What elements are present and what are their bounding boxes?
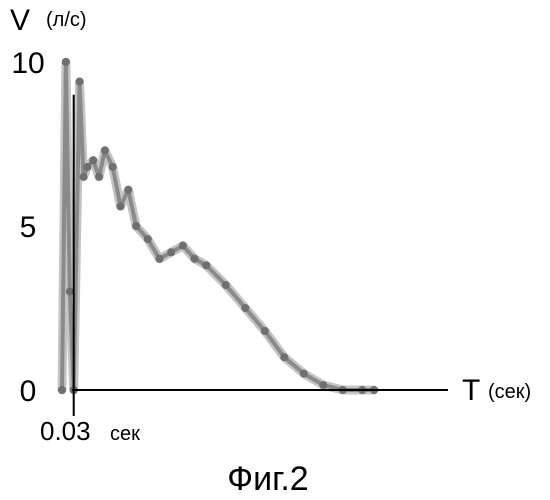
series-point [241,304,249,312]
series-point [76,78,84,86]
marker-unit-label: сек [110,423,140,445]
series-point [83,163,91,171]
y-axis-unit: (л/с) [46,9,87,31]
series-point [222,281,230,289]
series-point [95,173,103,181]
series-point [280,353,288,361]
series-point [179,242,187,250]
series-point [132,222,140,230]
series-point [89,156,97,164]
series-point [66,288,74,296]
figure-caption: Фиг.2 [227,460,308,498]
flow-curve-group [58,58,378,394]
series-point [144,235,152,243]
series-line [62,62,374,390]
series-point [117,202,125,210]
series-point [202,261,210,269]
series-point [124,186,132,194]
series-point [156,255,164,263]
series-point [58,386,66,394]
series-point [101,147,109,155]
series-point [319,381,327,389]
series-point [62,58,70,66]
x-axis-unit: (сек) [488,381,531,403]
series-line-halo [62,62,374,390]
x-axis-symbol: T [462,374,480,407]
series-point [261,327,269,335]
marker-value-label: 0.03 [40,416,91,446]
series-point [167,248,175,256]
series-point [300,370,308,378]
y-axis-symbol: V [10,4,30,37]
y-tick-label-0: 0 [20,375,37,408]
y-tick-label-5: 5 [20,211,37,244]
y-tick-label-10: 10 [11,47,44,80]
series-point [79,173,87,181]
series-point [191,255,199,263]
series-point [109,163,117,171]
